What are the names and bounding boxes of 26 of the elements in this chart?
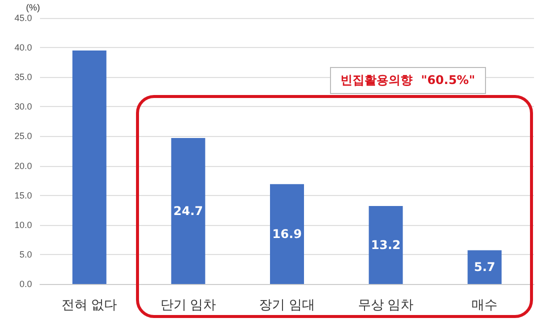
y-tick-label: 25.0 [14, 131, 32, 142]
bar [72, 50, 106, 284]
y-tick-label: 10.0 [14, 220, 32, 230]
y-tick-label: 0.0 [19, 279, 32, 289]
bar [368, 206, 403, 284]
y-axis-title: (%) [26, 2, 40, 12]
y-tick-label: 20.0 [14, 160, 32, 171]
x-tick-label: 단기 임차 [160, 297, 216, 312]
y-tick-label: 40.0 [14, 42, 32, 53]
x-tick-label: 매수 [472, 297, 498, 312]
y-tick-label: 45.0 [14, 13, 32, 23]
data-label: 16.9 [272, 227, 302, 242]
x-tick-label: 무상 임차 [358, 297, 414, 312]
bar [270, 184, 304, 284]
y-tick-label: 5.0 [19, 249, 32, 260]
x-tick-label: 장기 임대 [259, 297, 315, 312]
data-label: 5.7 [474, 260, 496, 274]
annotation: 빈집활용의향 "60.5%" [330, 66, 486, 94]
bar [468, 250, 502, 284]
y-tick-label: 35.0 [14, 72, 32, 82]
data-label: 24.7 [173, 204, 204, 218]
bar [171, 138, 206, 284]
x-tick-label: 전혀 없다 [62, 297, 118, 312]
data-label: 13.2 [370, 238, 401, 252]
y-tick-label: 30.0 [14, 102, 32, 112]
y-tick-label: 15.0 [14, 190, 32, 200]
